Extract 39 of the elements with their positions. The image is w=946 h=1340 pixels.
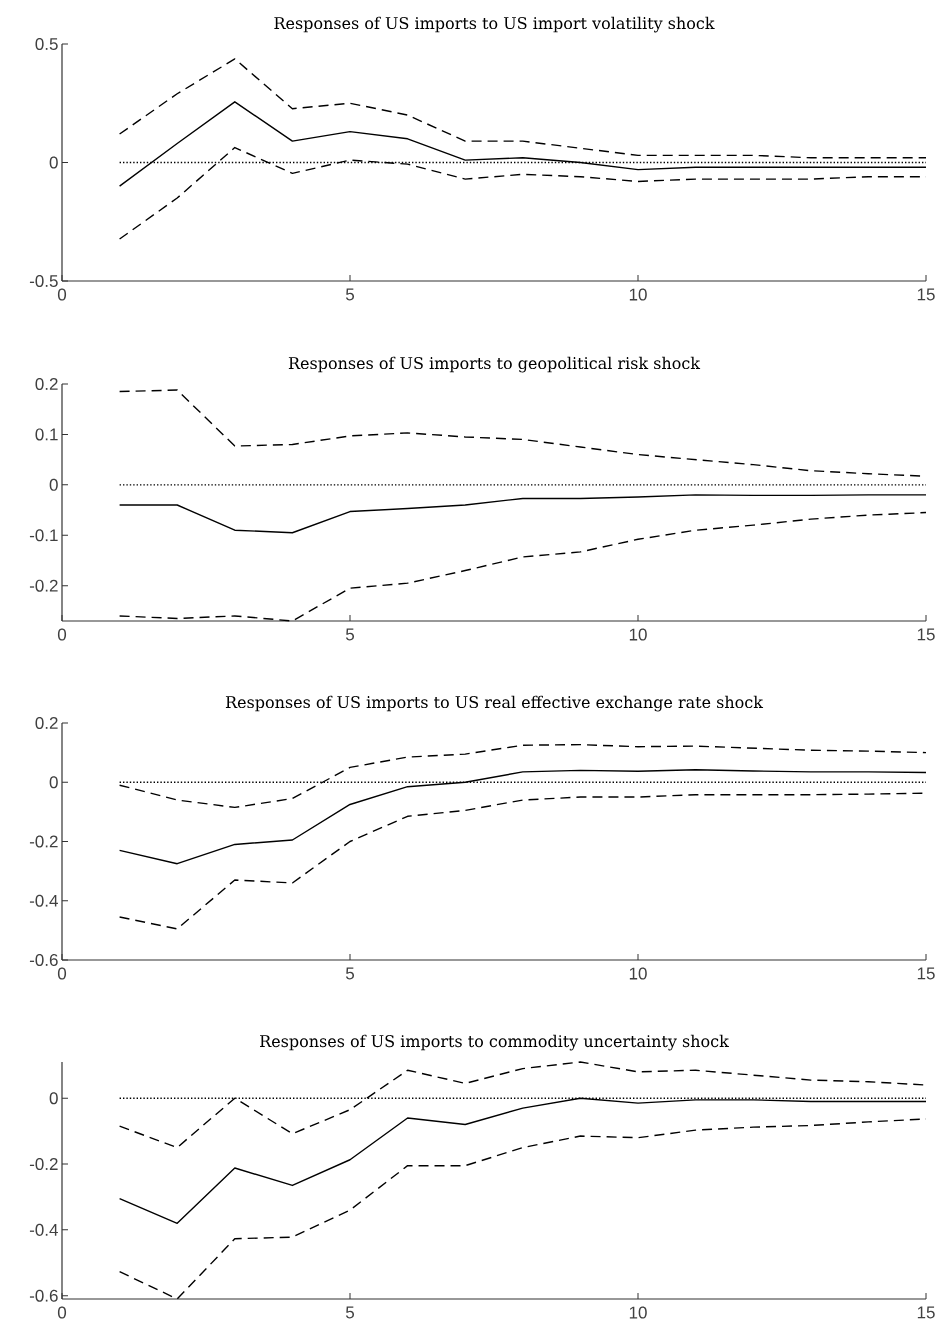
- y-tick-label: 0: [49, 478, 58, 491]
- y-tick-label: -0.5: [29, 274, 58, 288]
- y-tick-label: 0.2: [35, 716, 58, 730]
- x-tick-label: 0: [57, 628, 67, 641]
- x-tick-label: 10: [629, 288, 647, 301]
- y-tick-label: 0: [49, 776, 58, 789]
- x-tick-label: 15: [917, 1306, 935, 1319]
- x-tick-label: 15: [917, 288, 935, 301]
- x-tick-label: 5: [345, 967, 355, 980]
- y-tick-label: -0.4: [29, 1223, 58, 1236]
- y-tick-label: 0: [49, 156, 58, 169]
- y-tick-label: 0.1: [35, 428, 58, 441]
- y-tick-label: -0.1: [29, 529, 58, 542]
- x-tick-label: 15: [917, 967, 935, 980]
- y-tick-label: 0.5: [35, 37, 58, 51]
- line-series: [118, 494, 927, 534]
- x-tick-label: 10: [629, 967, 647, 980]
- x-tick-label: 0: [57, 967, 67, 980]
- y-tick-label: -0.6: [29, 953, 58, 967]
- y-tick-label: -0.2: [29, 1158, 58, 1171]
- x-tick-label: 10: [629, 628, 647, 641]
- y-tick-label: 0.2: [35, 377, 58, 391]
- y-tick-label: -0.2: [29, 835, 58, 848]
- chart-title: Responses of US imports to geopolitical risk shock: [288, 356, 701, 373]
- x-tick-label: 5: [345, 1306, 355, 1319]
- x-tick-label: 5: [345, 628, 355, 641]
- line-series: [118, 511, 927, 622]
- chart-title: Responses of US imports to US import volatility shock: [274, 16, 715, 33]
- x-tick-label: 15: [917, 628, 935, 641]
- y-tick-label: 0: [49, 1092, 58, 1105]
- y-tick-label: -0.2: [29, 579, 58, 592]
- y-tick-label: -0.4: [29, 894, 58, 907]
- chart-title: Responses of US imports to US real effective exchange rate shock: [225, 695, 764, 712]
- chart-title: Responses of US imports to commodity uncertainty shock: [260, 1034, 729, 1051]
- x-tick-label: 0: [57, 1306, 67, 1319]
- x-tick-label: 10: [629, 1306, 647, 1319]
- x-tick-label: 0: [57, 288, 67, 301]
- y-tick-label: -0.6: [29, 1289, 58, 1302]
- x-tick-label: 5: [345, 288, 355, 301]
